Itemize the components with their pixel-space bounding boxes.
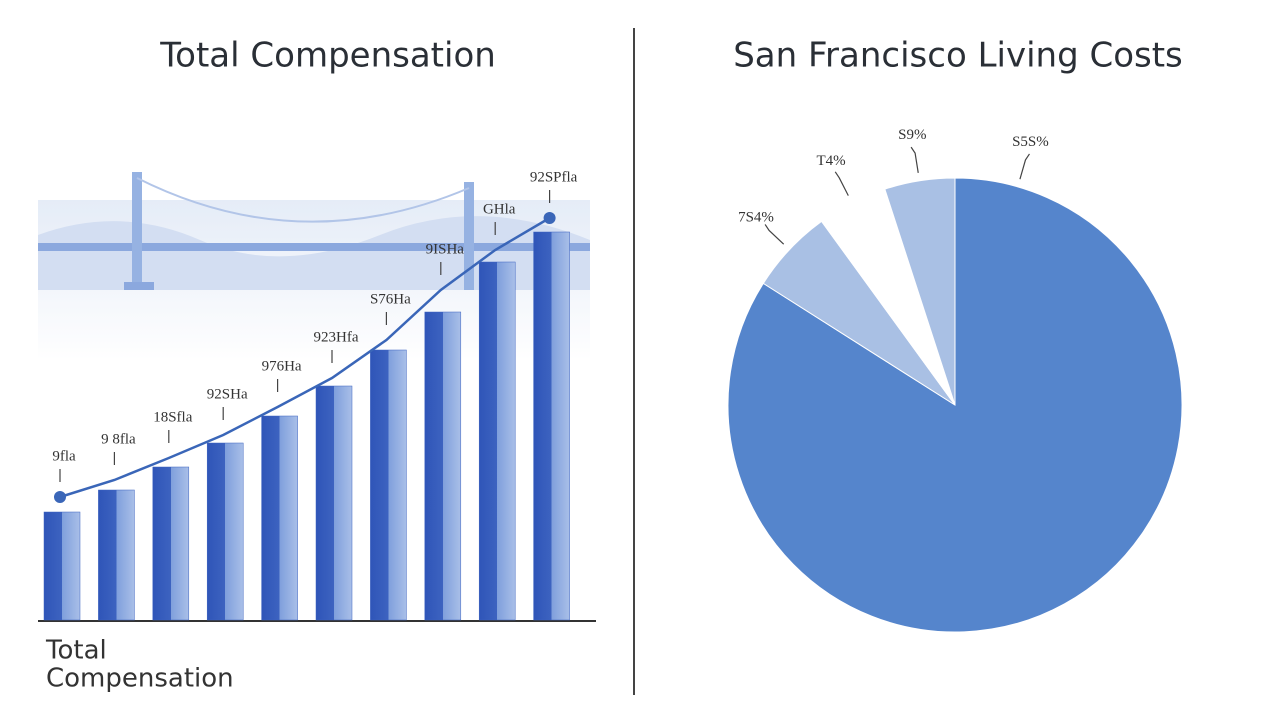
bar <box>315 385 353 621</box>
bar <box>206 442 244 621</box>
line-point <box>54 491 66 503</box>
value-label: GHla <box>483 201 516 217</box>
chart-title: San Francisco Living Costs <box>733 36 1183 76</box>
value-label: S9% <box>898 127 926 143</box>
line <box>59 216 551 499</box>
label-leader <box>910 146 919 173</box>
value-label: 92SPfla <box>530 169 578 185</box>
x-axis-label: Total <box>45 636 107 666</box>
bar <box>261 415 298 621</box>
x-axis-label: Compensation <box>46 664 234 694</box>
value-label: 976Ha <box>262 358 302 374</box>
value-label: 7S4% <box>738 210 774 226</box>
bar <box>370 349 407 621</box>
pie-slice <box>884 177 956 406</box>
line-point <box>543 212 556 224</box>
value-label: 9 8fla <box>101 431 136 447</box>
bar <box>478 261 516 621</box>
bar <box>424 311 462 621</box>
value-label: S76Ha <box>370 291 411 307</box>
label-leader <box>834 171 849 196</box>
value-label: S5S% <box>1012 134 1049 150</box>
label-leader <box>764 224 785 245</box>
bar <box>98 489 135 621</box>
bar <box>152 466 190 621</box>
value-label: T4% <box>816 153 845 169</box>
label-leader <box>1019 153 1030 180</box>
value-label: 9ISHa <box>426 241 465 257</box>
bar <box>43 511 81 621</box>
value-label: 18Sfla <box>153 409 193 425</box>
value-label: 9fla <box>52 448 76 464</box>
value-label: 923Hfa <box>314 329 359 345</box>
value-label: 92SHa <box>207 386 248 402</box>
bar <box>533 231 570 621</box>
chart-title: Total Compensation <box>159 36 496 76</box>
